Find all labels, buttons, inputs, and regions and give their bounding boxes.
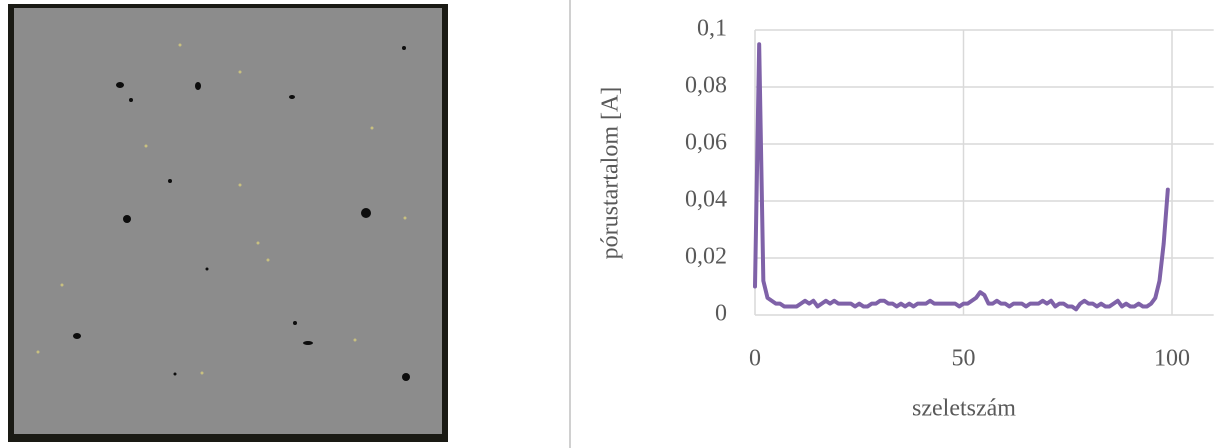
pores [73,46,410,381]
y-tick-label: 0,1 [697,16,727,42]
ct-slice-image [8,4,448,442]
y-axis-title: pórustartalom [A] [598,87,624,260]
y-tick-label: 0 [715,301,727,327]
x-axis-title: szeletszám [912,396,1016,422]
small-pores [36,43,407,375]
y-tick-label: 0,04 [685,187,727,213]
x-tick-label: 0 [749,346,761,372]
y-tick-label: 0,06 [685,130,727,156]
x-tick-label: 100 [1154,346,1190,372]
x-tick-label: 50 [952,346,976,372]
y-tick-label: 0,02 [685,244,727,270]
y-tick-label: 0,08 [685,73,727,99]
image-area [14,8,442,434]
data-line [753,42,1170,312]
